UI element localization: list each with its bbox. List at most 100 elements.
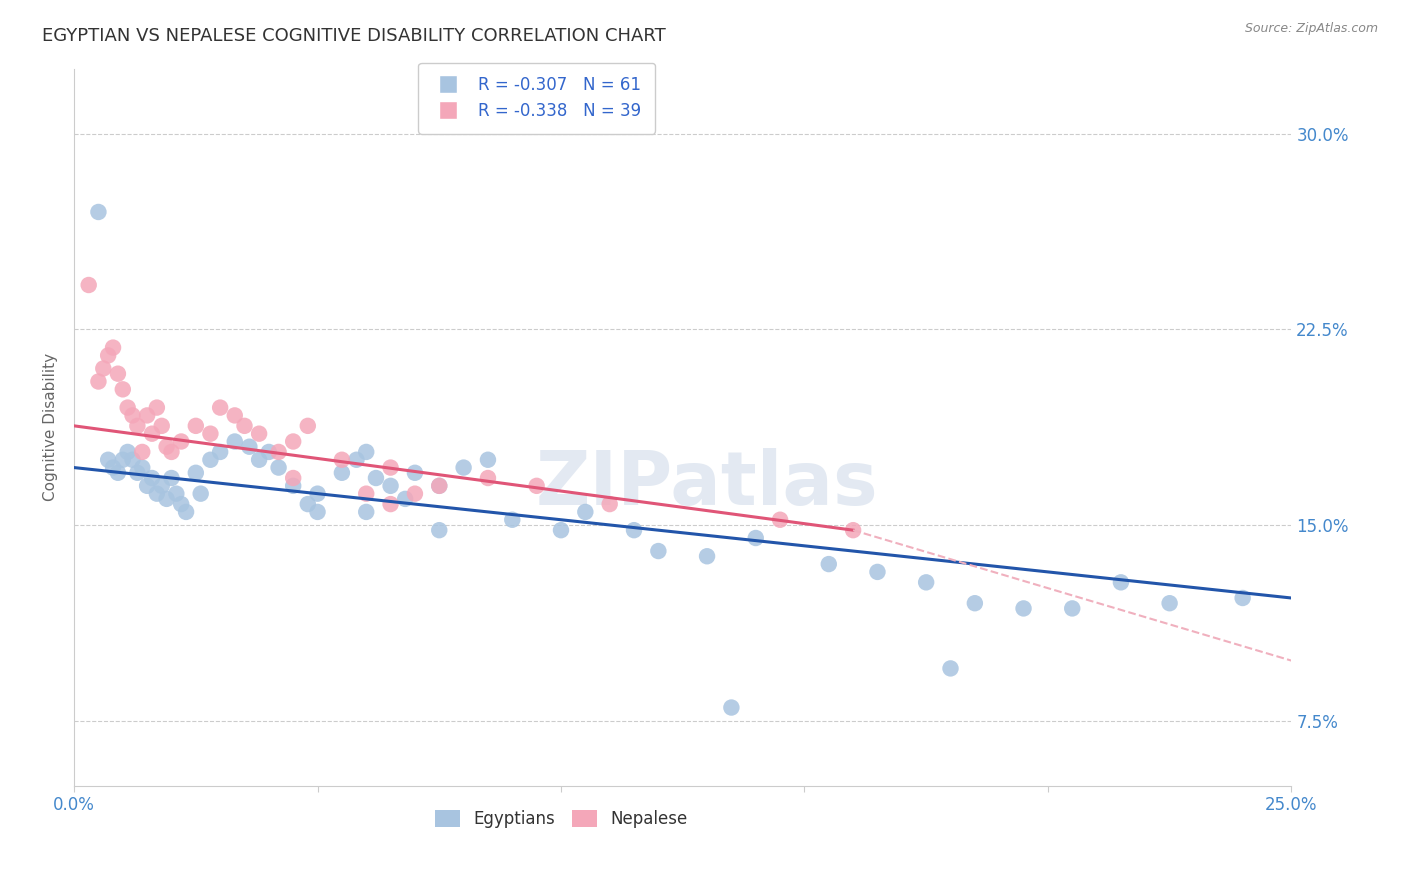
Point bbox=[131, 460, 153, 475]
Point bbox=[939, 661, 962, 675]
Point bbox=[380, 497, 402, 511]
Point bbox=[526, 479, 548, 493]
Point bbox=[170, 434, 193, 449]
Point bbox=[1062, 601, 1084, 615]
Point bbox=[1012, 601, 1035, 615]
Point bbox=[477, 471, 499, 485]
Point bbox=[131, 445, 153, 459]
Point bbox=[87, 205, 110, 219]
Point bbox=[165, 486, 187, 500]
Point bbox=[404, 466, 426, 480]
Point bbox=[224, 409, 246, 423]
Point bbox=[453, 460, 475, 475]
Point bbox=[1109, 575, 1132, 590]
Point bbox=[380, 479, 402, 493]
Point bbox=[150, 418, 173, 433]
Point bbox=[842, 523, 865, 537]
Point bbox=[307, 486, 329, 500]
Point bbox=[696, 549, 718, 564]
Point bbox=[155, 491, 177, 506]
Point bbox=[817, 557, 839, 571]
Point bbox=[184, 466, 207, 480]
Point bbox=[170, 497, 193, 511]
Point bbox=[224, 434, 246, 449]
Point bbox=[121, 409, 143, 423]
Point bbox=[550, 523, 572, 537]
Point bbox=[427, 479, 450, 493]
Point bbox=[307, 505, 329, 519]
Point bbox=[866, 565, 889, 579]
Point bbox=[267, 460, 290, 475]
Point bbox=[267, 445, 290, 459]
Legend: Egyptians, Nepalese: Egyptians, Nepalese bbox=[429, 804, 693, 835]
Point bbox=[247, 426, 270, 441]
Point bbox=[394, 491, 416, 506]
Point bbox=[209, 401, 232, 415]
Point bbox=[136, 479, 159, 493]
Point bbox=[101, 341, 124, 355]
Point bbox=[380, 460, 402, 475]
Point bbox=[160, 471, 183, 485]
Point bbox=[107, 367, 129, 381]
Point bbox=[141, 426, 163, 441]
Point bbox=[257, 445, 280, 459]
Point bbox=[720, 700, 742, 714]
Point bbox=[1159, 596, 1181, 610]
Point bbox=[111, 382, 134, 396]
Point bbox=[136, 409, 159, 423]
Point bbox=[77, 278, 100, 293]
Point bbox=[283, 471, 305, 485]
Point bbox=[477, 452, 499, 467]
Point bbox=[769, 513, 792, 527]
Point bbox=[117, 445, 139, 459]
Point bbox=[354, 505, 377, 519]
Text: EGYPTIAN VS NEPALESE COGNITIVE DISABILITY CORRELATION CHART: EGYPTIAN VS NEPALESE COGNITIVE DISABILIT… bbox=[42, 27, 666, 45]
Text: ZIPatlas: ZIPatlas bbox=[536, 448, 879, 521]
Point bbox=[101, 460, 124, 475]
Point bbox=[127, 418, 149, 433]
Point bbox=[160, 445, 183, 459]
Point bbox=[297, 497, 319, 511]
Point bbox=[427, 479, 450, 493]
Point bbox=[97, 452, 120, 467]
Point bbox=[127, 466, 149, 480]
Point bbox=[150, 479, 173, 493]
Point bbox=[209, 445, 232, 459]
Point bbox=[404, 486, 426, 500]
Point bbox=[915, 575, 938, 590]
Point bbox=[146, 401, 169, 415]
Point bbox=[330, 466, 353, 480]
Point bbox=[297, 418, 319, 433]
Point bbox=[184, 418, 207, 433]
Point bbox=[599, 497, 621, 511]
Point bbox=[238, 440, 260, 454]
Point bbox=[233, 418, 256, 433]
Point bbox=[427, 523, 450, 537]
Point bbox=[155, 440, 177, 454]
Point bbox=[141, 471, 163, 485]
Text: Source: ZipAtlas.com: Source: ZipAtlas.com bbox=[1244, 22, 1378, 36]
Point bbox=[107, 466, 129, 480]
Point bbox=[200, 426, 222, 441]
Point bbox=[647, 544, 669, 558]
Point bbox=[247, 452, 270, 467]
Point bbox=[283, 434, 305, 449]
Y-axis label: Cognitive Disability: Cognitive Disability bbox=[44, 353, 58, 501]
Point bbox=[190, 486, 212, 500]
Point bbox=[174, 505, 197, 519]
Point bbox=[745, 531, 768, 545]
Point bbox=[364, 471, 387, 485]
Point bbox=[623, 523, 645, 537]
Point bbox=[87, 375, 110, 389]
Point bbox=[283, 479, 305, 493]
Point bbox=[1232, 591, 1254, 605]
Point bbox=[574, 505, 596, 519]
Point bbox=[346, 452, 368, 467]
Point bbox=[354, 445, 377, 459]
Point bbox=[354, 486, 377, 500]
Point bbox=[117, 401, 139, 415]
Point bbox=[111, 452, 134, 467]
Point bbox=[97, 348, 120, 362]
Point bbox=[963, 596, 986, 610]
Point bbox=[91, 361, 114, 376]
